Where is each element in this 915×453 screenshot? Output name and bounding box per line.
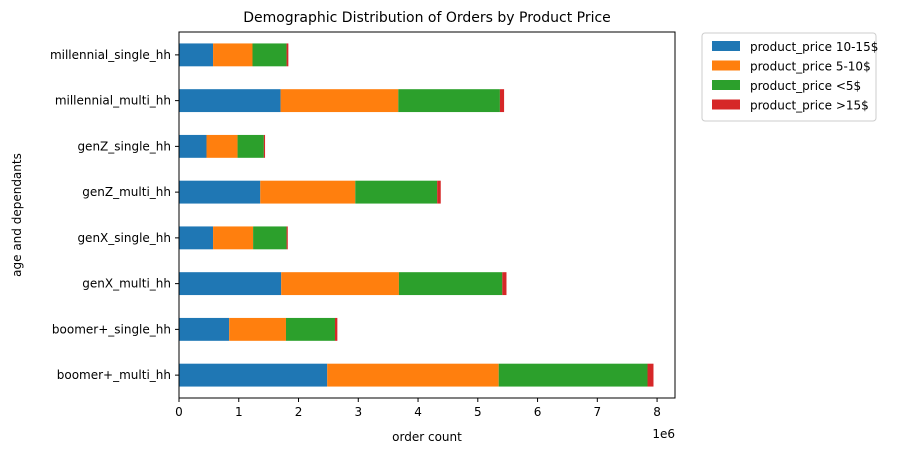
bar-millennial_multi_hh-series-3	[499, 89, 505, 113]
legend-label: product_price <5$	[750, 79, 861, 93]
bar-genZ_single_hh-series-2	[237, 134, 264, 158]
bar-boomer+_multi_hh-series-0	[179, 363, 328, 387]
legend-swatch	[712, 80, 740, 90]
bar-millennial_multi_hh-series-1	[280, 89, 399, 113]
bars-layer	[179, 43, 654, 387]
bar-genX_multi_hh-series-0	[179, 272, 282, 296]
x-axis-ticks: 0 1 2 3 4 5 6 7 8	[175, 398, 661, 419]
x-axis-scale-label: 1e6	[652, 427, 675, 441]
x-tick-label: 3	[354, 405, 362, 419]
x-axis-label: order count	[392, 430, 462, 444]
x-tick-label: 0	[175, 405, 183, 419]
y-tick-label: millennial_single_hh	[50, 48, 171, 62]
plot-frame	[178, 31, 676, 399]
y-axis-ticks: boomer+_multi_hh boomer+_single_hh genX_mu…	[50, 48, 179, 382]
bar-genX_single_hh-series-1	[213, 226, 254, 250]
x-tick-label: 1	[235, 405, 243, 419]
bar-millennial_multi_hh-series-0	[179, 89, 281, 113]
chart-title: Demographic Distribution of Orders by Pr…	[243, 10, 611, 26]
x-tick-label: 8	[653, 405, 661, 419]
bar-boomer+_single_hh-series-0	[179, 317, 230, 341]
y-tick-label: boomer+_single_hh	[52, 322, 171, 336]
bar-boomer+_multi_hh-series-2	[498, 363, 648, 387]
legend: product_price 10-15$ product_price 5-10$ p…	[701, 32, 878, 122]
bar-boomer+_multi_hh-series-1	[327, 363, 499, 387]
bar-millennial_multi_hh-series-2	[398, 89, 500, 113]
bar-boomer+_multi_hh-series-3	[647, 363, 654, 387]
bar-genX_multi_hh-series-2	[398, 272, 503, 296]
bar-genZ_multi_hh-series-0	[179, 180, 261, 204]
y-tick-label: millennial_multi_hh	[55, 94, 171, 108]
legend-swatch	[712, 60, 740, 71]
bar-genX_multi_hh-series-3	[502, 272, 507, 296]
x-tick-label: 5	[474, 405, 482, 419]
legend-label: product_price 10-15$	[750, 40, 878, 54]
x-tick-label: 7	[593, 405, 601, 419]
y-tick-label: genX_single_hh	[77, 231, 171, 245]
y-tick-label: genX_multi_hh	[82, 277, 171, 291]
y-tick-label: genZ_multi_hh	[82, 185, 171, 199]
bar-boomer+_single_hh-series-1	[229, 317, 286, 341]
bar-millennial_single_hh-series-2	[252, 43, 287, 67]
legend-label: product_price >15$	[750, 99, 869, 113]
legend-label: product_price 5-10$	[750, 60, 871, 74]
bar-genZ_single_hh-series-3	[263, 134, 266, 158]
bar-boomer+_single_hh-series-3	[334, 317, 338, 341]
y-tick-label: boomer+_multi_hh	[57, 368, 171, 382]
x-tick-label: 2	[295, 405, 303, 419]
bar-millennial_single_hh-series-1	[213, 43, 253, 67]
legend-swatch	[712, 99, 740, 110]
y-axis-label: age and dependants	[10, 153, 24, 277]
bar-genX_single_hh-series-2	[253, 226, 287, 250]
y-tick-label: genZ_single_hh	[77, 139, 171, 153]
legend-swatch	[712, 41, 740, 51]
bar-millennial_single_hh-series-3	[286, 43, 289, 67]
bar-genX_single_hh-series-3	[286, 226, 288, 250]
bar-genX_multi_hh-series-1	[281, 272, 399, 296]
bar-boomer+_single_hh-series-2	[285, 317, 335, 341]
bar-genZ_multi_hh-series-2	[355, 180, 438, 204]
bar-genZ_multi_hh-series-3	[437, 180, 441, 204]
legend-frame	[701, 32, 877, 122]
x-tick-label: 6	[534, 405, 542, 419]
bar-genZ_single_hh-series-0	[179, 134, 207, 158]
bar-millennial_single_hh-series-0	[179, 43, 214, 67]
bar-genZ_single_hh-series-1	[206, 134, 238, 158]
bar-genZ_multi_hh-series-1	[260, 180, 356, 204]
x-tick-label: 4	[414, 405, 422, 419]
bar-genX_single_hh-series-0	[179, 226, 214, 250]
